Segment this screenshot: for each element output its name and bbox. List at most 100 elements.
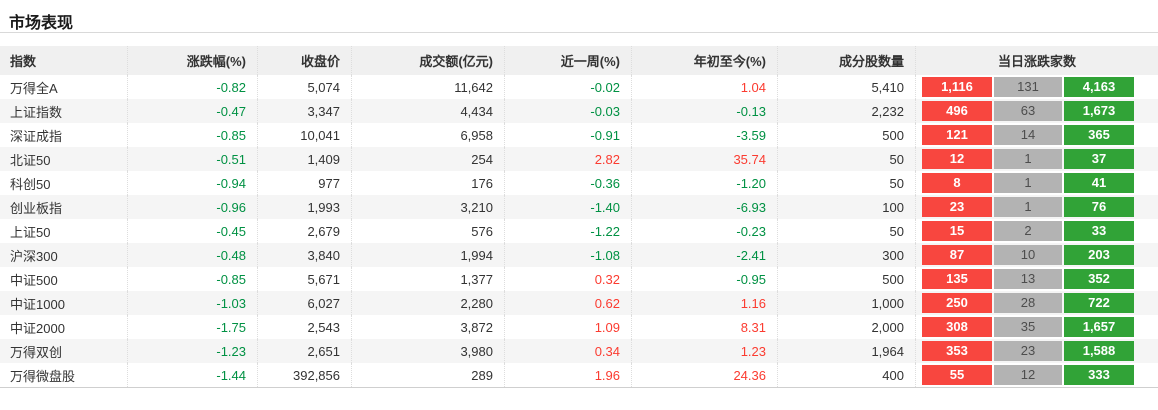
constituent-count: 50 — [778, 171, 916, 195]
unchanged-count: 12 — [994, 365, 1062, 385]
advancers-count: 8 — [922, 173, 992, 193]
constituent-count: 1,964 — [778, 339, 916, 363]
col-header-index: 指数 — [0, 46, 128, 75]
ytd-pct: 35.74 — [632, 147, 778, 171]
unchanged-count: 14 — [994, 125, 1062, 145]
turnover-value: 254 — [352, 147, 505, 171]
week-pct: 1.96 — [505, 363, 632, 387]
constituent-count: 100 — [778, 195, 916, 219]
index-name: 万得双创 — [0, 339, 128, 363]
advancers-count: 121 — [922, 125, 992, 145]
close-price: 2,543 — [258, 315, 352, 339]
change-pct: -0.45 — [128, 219, 258, 243]
change-pct: -0.51 — [128, 147, 258, 171]
change-pct: -0.94 — [128, 171, 258, 195]
table-row: 万得微盘股 -1.44 392,856 289 1.96 24.36 400 5… — [0, 363, 1158, 387]
advance-decline-cells: 23 1 76 — [916, 195, 1158, 219]
advance-decline-cells: 8 1 41 — [916, 171, 1158, 195]
decliners-count: 4,163 — [1064, 77, 1134, 97]
advance-decline-cells: 135 13 352 — [916, 267, 1158, 291]
decliners-count: 203 — [1064, 245, 1134, 265]
col-header-turnover: 成交额(亿元) — [352, 46, 505, 75]
advancers-count: 87 — [922, 245, 992, 265]
change-pct: -0.85 — [128, 123, 258, 147]
change-pct: -0.47 — [128, 99, 258, 123]
col-header-week-pct: 近一周(%) — [505, 46, 632, 75]
decliners-count: 722 — [1064, 293, 1134, 313]
advancers-count: 55 — [922, 365, 992, 385]
unchanged-count: 10 — [994, 245, 1062, 265]
advancers-count: 496 — [922, 101, 992, 121]
close-price: 1,409 — [258, 147, 352, 171]
week-pct: -0.36 — [505, 171, 632, 195]
week-pct: 1.09 — [505, 315, 632, 339]
advance-decline-cells: 250 28 722 — [916, 291, 1158, 315]
close-price: 392,856 — [258, 363, 352, 387]
ytd-pct: 24.36 — [632, 363, 778, 387]
page-title: 市场表现 — [9, 15, 74, 32]
decliners-count: 365 — [1064, 125, 1134, 145]
week-pct: -0.91 — [505, 123, 632, 147]
turnover-value: 1,377 — [352, 267, 505, 291]
turnover-value: 11,642 — [352, 75, 505, 99]
index-name: 中证500 — [0, 267, 128, 291]
week-pct: 0.62 — [505, 291, 632, 315]
constituent-count: 500 — [778, 267, 916, 291]
table-header: 指数 涨跌幅(%) 收盘价 成交额(亿元) 近一周(%) 年初至今(%) 成分股… — [0, 46, 1158, 75]
ytd-pct: -1.20 — [632, 171, 778, 195]
advance-decline-cells: 353 23 1,588 — [916, 339, 1158, 363]
close-price: 5,074 — [258, 75, 352, 99]
advancers-count: 12 — [922, 149, 992, 169]
index-name: 科创50 — [0, 171, 128, 195]
ytd-pct: -0.23 — [632, 219, 778, 243]
index-name: 中证2000 — [0, 315, 128, 339]
constituent-count: 50 — [778, 219, 916, 243]
decliners-count: 41 — [1064, 173, 1134, 193]
turnover-value: 176 — [352, 171, 505, 195]
turnover-value: 4,434 — [352, 99, 505, 123]
ytd-pct: 8.31 — [632, 315, 778, 339]
turnover-value: 289 — [352, 363, 505, 387]
advance-decline-cells: 496 63 1,673 — [916, 99, 1158, 123]
index-name: 上证50 — [0, 219, 128, 243]
decliners-count: 1,588 — [1064, 341, 1134, 361]
close-price: 3,347 — [258, 99, 352, 123]
advance-decline-cells: 87 10 203 — [916, 243, 1158, 267]
advancers-count: 15 — [922, 221, 992, 241]
constituent-count: 400 — [778, 363, 916, 387]
constituent-count: 500 — [778, 123, 916, 147]
index-name: 沪深300 — [0, 243, 128, 267]
ytd-pct: -0.13 — [632, 99, 778, 123]
advance-decline-cells: 12 1 37 — [916, 147, 1158, 171]
week-pct: -1.40 — [505, 195, 632, 219]
ytd-pct: 1.23 — [632, 339, 778, 363]
change-pct: -1.03 — [128, 291, 258, 315]
change-pct: -0.48 — [128, 243, 258, 267]
table-row: 沪深300 -0.48 3,840 1,994 -1.08 -2.41 300 … — [0, 243, 1158, 267]
index-name: 北证50 — [0, 147, 128, 171]
change-pct: -0.82 — [128, 75, 258, 99]
table-row: 上证指数 -0.47 3,347 4,434 -0.03 -0.13 2,232… — [0, 99, 1158, 123]
table-row: 深证成指 -0.85 10,041 6,958 -0.91 -3.59 500 … — [0, 123, 1158, 147]
col-header-close: 收盘价 — [258, 46, 352, 75]
week-pct: 0.32 — [505, 267, 632, 291]
table-row: 北证50 -0.51 1,409 254 2.82 35.74 50 12 1 … — [0, 147, 1158, 171]
index-name: 万得微盘股 — [0, 363, 128, 387]
constituent-count: 1,000 — [778, 291, 916, 315]
decliners-count: 333 — [1064, 365, 1134, 385]
advancers-count: 308 — [922, 317, 992, 337]
close-price: 2,679 — [258, 219, 352, 243]
constituent-count: 5,410 — [778, 75, 916, 99]
table-header-row: 指数 涨跌幅(%) 收盘价 成交额(亿元) 近一周(%) 年初至今(%) 成分股… — [0, 46, 1158, 75]
change-pct: -1.44 — [128, 363, 258, 387]
turnover-value: 2,280 — [352, 291, 505, 315]
constituent-count: 300 — [778, 243, 916, 267]
constituent-count: 2,000 — [778, 315, 916, 339]
advance-decline-cells: 15 2 33 — [916, 219, 1158, 243]
change-pct: -1.23 — [128, 339, 258, 363]
ytd-pct: -3.59 — [632, 123, 778, 147]
table-row: 中证500 -0.85 5,671 1,377 0.32 -0.95 500 1… — [0, 267, 1158, 291]
week-pct: 2.82 — [505, 147, 632, 171]
week-pct: -1.22 — [505, 219, 632, 243]
unchanged-count: 1 — [994, 149, 1062, 169]
